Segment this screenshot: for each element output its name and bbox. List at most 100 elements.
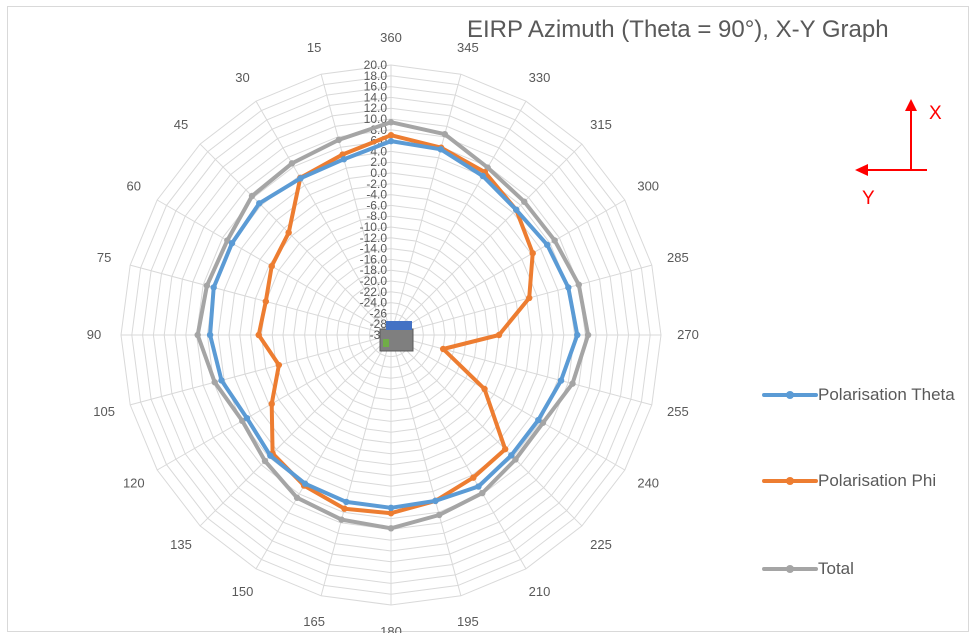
data-point: [529, 249, 536, 257]
grid-spoke: [320, 334, 392, 596]
legend-marker: [786, 477, 794, 485]
angle-label: 45: [174, 117, 188, 132]
angle-label: 165: [303, 614, 325, 629]
radial-tick-label: -12.0: [360, 231, 388, 245]
data-point: [569, 380, 576, 387]
angle-label: 315: [590, 117, 612, 132]
radial-tick-label: -24.0: [360, 296, 388, 310]
data-point: [293, 494, 301, 501]
data-point: [475, 483, 482, 490]
radial-tick-label: -14.0: [360, 242, 388, 256]
data-point: [387, 510, 395, 517]
data-point: [261, 457, 269, 465]
data-point: [262, 298, 270, 305]
radial-tick-label: 12.0: [364, 101, 388, 115]
data-point: [248, 192, 256, 200]
grid-spoke: [390, 264, 652, 336]
grid-spoke: [390, 334, 462, 596]
radial-tick-label: 0.0: [370, 166, 387, 180]
data-point: [575, 281, 582, 288]
grid-spoke: [390, 334, 626, 471]
data-point: [211, 379, 218, 386]
radial-tick-label: -26: [370, 306, 388, 320]
radial-tick-label: 2.0: [370, 155, 387, 169]
radial-tick-label: 16.0: [364, 80, 388, 94]
angle-label: 285: [667, 250, 689, 265]
radial-tick-label: 14.0: [364, 90, 388, 104]
grid-spoke: [130, 334, 392, 406]
data-point: [338, 516, 345, 523]
angle-label: 75: [97, 250, 111, 265]
angle-label: 195: [457, 614, 479, 629]
chart-area: [7, 6, 969, 632]
radial-tick-label: 10.0: [364, 112, 388, 126]
angle-label: 180: [380, 624, 402, 633]
angle-label: 15: [307, 40, 321, 55]
data-point: [203, 282, 211, 289]
data-point: [387, 504, 395, 511]
data-point: [551, 237, 558, 244]
data-point: [341, 505, 348, 512]
data-point: [432, 497, 439, 505]
data-point: [470, 474, 477, 481]
data-point: [584, 331, 592, 339]
grid-spoke: [390, 334, 583, 527]
data-point: [535, 416, 542, 424]
radial-tick-label: -8.0: [366, 209, 387, 223]
data-point: [512, 456, 519, 463]
data-point: [574, 331, 581, 339]
legend-label: Polarisation Theta: [818, 385, 955, 404]
grid-spoke: [199, 334, 392, 527]
radial-tick-label: -2.0: [366, 177, 387, 191]
angle-label: 120: [123, 476, 145, 491]
radial-tick-label: -16.0: [360, 252, 388, 266]
data-point: [513, 206, 520, 213]
radial-tick-label: -22.0: [360, 285, 388, 299]
data-point: [218, 377, 225, 384]
radial-tick-label: -18.0: [360, 263, 388, 277]
data-point: [297, 175, 304, 182]
angle-label: 225: [590, 537, 612, 552]
data-point: [255, 331, 262, 339]
data-point: [206, 331, 214, 339]
data-point: [539, 419, 547, 426]
angle-label: 345: [457, 40, 479, 55]
data-point: [495, 331, 503, 339]
grid-spoke: [390, 100, 527, 336]
data-point: [387, 137, 395, 145]
data-point: [285, 229, 292, 236]
y-axis-label: Y: [862, 188, 875, 209]
data-point: [565, 284, 572, 291]
radial-tick-label: -6.0: [366, 198, 387, 212]
device-icon-top: [386, 321, 412, 330]
angle-label: 330: [529, 70, 551, 85]
data-point: [288, 160, 296, 167]
radial-tick-label: -20.0: [360, 274, 388, 288]
data-point: [387, 119, 395, 126]
grid-spoke: [390, 199, 626, 336]
angle-label: 240: [637, 476, 659, 491]
data-point: [268, 262, 275, 270]
radial-tick-label: 18.0: [364, 69, 388, 83]
legend-swatch: [762, 559, 818, 579]
chart-title: EIRP Azimuth (Theta = 90°), X-Y Graph: [467, 16, 889, 43]
legend-marker: [786, 565, 794, 573]
x-axis-label: X: [929, 103, 942, 124]
grid-spoke: [390, 334, 652, 406]
data-point: [436, 511, 443, 519]
data-point: [441, 130, 449, 138]
data-point: [224, 237, 231, 244]
data-point: [268, 400, 275, 408]
angle-label: 210: [529, 584, 551, 599]
angle-label: 90: [87, 327, 101, 342]
grid-spoke: [130, 264, 392, 336]
data-point: [526, 294, 533, 302]
data-point: [210, 284, 217, 291]
data-point: [243, 414, 251, 422]
data-point: [501, 445, 509, 453]
angle-label: 60: [127, 179, 141, 194]
grid-spoke: [199, 143, 392, 336]
data-point: [343, 498, 350, 506]
grid-spoke: [255, 334, 392, 570]
